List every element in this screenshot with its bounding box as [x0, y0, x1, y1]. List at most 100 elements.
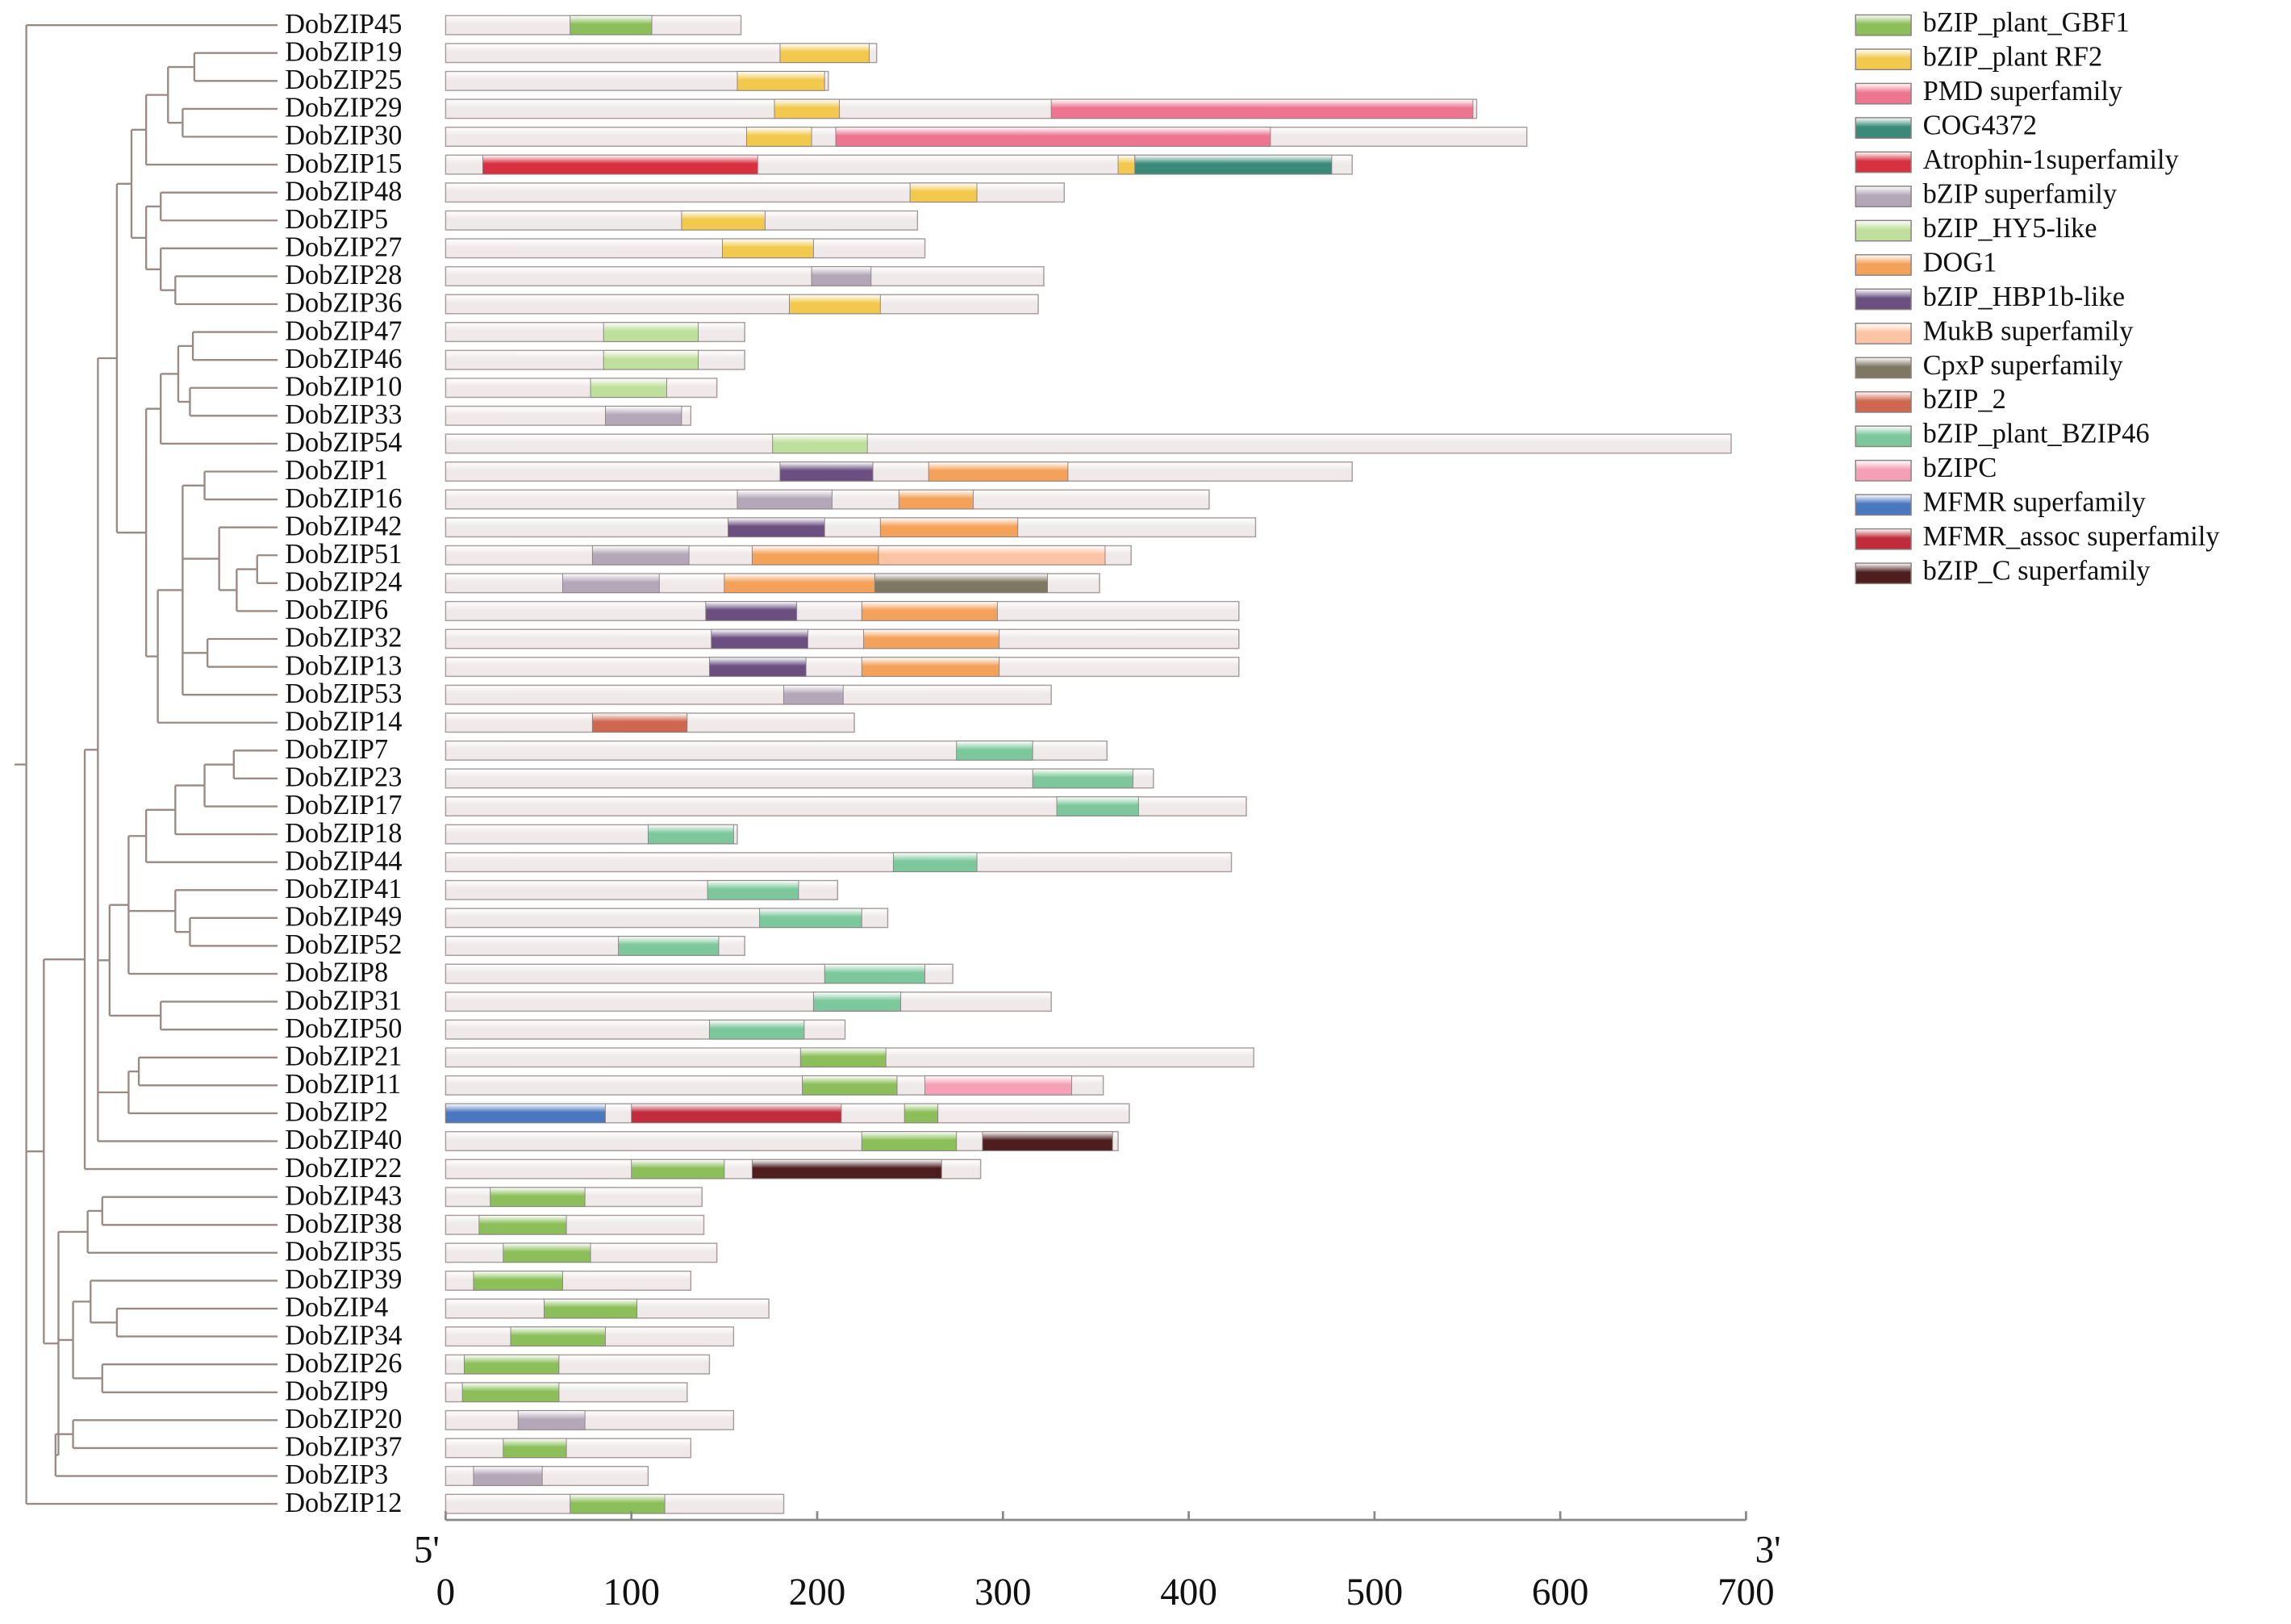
- legend-label: bZIP_plant_BZIP46: [1923, 419, 2150, 449]
- domain: [603, 349, 699, 370]
- gene-label: DobZIP37: [285, 1432, 402, 1463]
- gene-label: DobZIP52: [285, 929, 402, 960]
- legend-label: bZIP_2: [1923, 384, 2006, 415]
- legend-swatch: [1855, 425, 1912, 448]
- domain: [924, 1075, 1072, 1096]
- domain: [802, 1075, 898, 1096]
- gene-label: DobZIP3: [285, 1459, 388, 1490]
- domain: [478, 1215, 567, 1235]
- gene-label: DobZIP49: [285, 902, 402, 933]
- gene-label: DobZIP14: [285, 706, 402, 737]
- gene-label: DobZIP53: [285, 678, 402, 709]
- domain: [835, 127, 1271, 147]
- protein-bar: [444, 70, 829, 91]
- domain: [591, 712, 688, 733]
- legend-label: bZIP_C superfamily: [1923, 556, 2151, 587]
- domain: [707, 880, 799, 900]
- x-tick-label: 500: [1346, 1572, 1404, 1614]
- domain: [909, 182, 978, 202]
- protein-bar: [444, 461, 1353, 482]
- protein-bar: [444, 600, 1240, 621]
- protein-bar: [444, 1409, 735, 1430]
- legend-label: bZIP_plant_GBF1: [1923, 7, 2130, 38]
- protein-bar: [444, 294, 1039, 315]
- protein-bar: [444, 768, 1154, 789]
- gene-label: DobZIP35: [285, 1237, 402, 1267]
- domain: [861, 657, 1000, 677]
- domain: [759, 908, 862, 929]
- protein-bar: [444, 852, 1233, 873]
- legend-swatch: [1855, 219, 1912, 242]
- x-tick-label: 600: [1532, 1572, 1589, 1614]
- domain: [751, 1159, 942, 1179]
- domain: [774, 98, 841, 119]
- legend-swatch: [1855, 459, 1912, 482]
- protein-bar: [444, 740, 1108, 761]
- gene-label: DobZIP20: [285, 1404, 402, 1434]
- gene-label: DobZIP26: [285, 1348, 402, 1379]
- gene-label: DobZIP31: [285, 985, 402, 1016]
- protein-bar: [444, 322, 745, 343]
- gene-label: DobZIP47: [285, 315, 402, 346]
- x-tick-label: 200: [789, 1572, 846, 1614]
- domain: [879, 517, 1019, 537]
- gene-label: DobZIP13: [285, 650, 402, 681]
- gene-label: DobZIP50: [285, 1013, 402, 1044]
- gene-label: DobZIP54: [285, 428, 402, 458]
- gene-label: DobZIP7: [285, 734, 388, 765]
- gene-label: DobZIP4: [285, 1292, 388, 1323]
- legend-swatch: [1855, 117, 1912, 139]
- domain: [874, 573, 1048, 594]
- domain: [711, 628, 808, 649]
- domain: [788, 294, 881, 315]
- domain: [461, 1382, 560, 1403]
- gene-label: DobZIP51: [285, 539, 402, 570]
- protein-bar: [444, 349, 745, 370]
- gene-label: DobZIP11: [285, 1069, 401, 1100]
- gene-label: DobZIP23: [285, 762, 402, 793]
- x-tick-label: 100: [603, 1572, 660, 1614]
- domain: [1134, 154, 1333, 175]
- gene-label: DobZIP42: [285, 511, 402, 541]
- gene-label: DobZIP24: [285, 567, 402, 598]
- domain-panel: DobZIP45DobZIP19DobZIP25DobZIP29DobZIP30…: [285, 9, 1732, 1518]
- domain: [444, 1103, 606, 1124]
- domain: [605, 406, 682, 426]
- legend-label: bZIP_HY5-like: [1923, 213, 2097, 244]
- protein-bar: [444, 684, 1052, 705]
- phylogenetic-tree: [15, 23, 278, 1505]
- domain: [510, 1326, 606, 1346]
- domain: [956, 741, 1033, 761]
- domain: [928, 461, 1069, 482]
- domain: [982, 1131, 1113, 1151]
- gene-label: DobZIP6: [285, 595, 388, 625]
- gene-label: DobZIP22: [285, 1153, 402, 1184]
- domain: [892, 852, 978, 872]
- domain: [724, 573, 875, 594]
- gene-label: DobZIP21: [285, 1041, 402, 1071]
- legend-swatch: [1855, 562, 1912, 585]
- domain: [772, 433, 868, 454]
- protein-bar: [444, 1438, 692, 1459]
- domain: [570, 1493, 666, 1514]
- legend-label: MFMR_assoc superfamily: [1923, 521, 2221, 552]
- gene-label: DobZIP25: [285, 65, 402, 95]
- legend-label: bZIP_HBP1b-like: [1923, 282, 2125, 312]
- protein-bar: [444, 238, 926, 259]
- legend-label: MFMR superfamily: [1923, 487, 2147, 518]
- gene-label: DobZIP10: [285, 371, 402, 402]
- gene-label: DobZIP15: [285, 148, 402, 179]
- domain: [1032, 768, 1133, 789]
- legend-label: bZIPC: [1923, 453, 1997, 483]
- gene-label: DobZIP2: [285, 1097, 388, 1128]
- domain: [681, 211, 766, 231]
- gene-label: DobZIP30: [285, 120, 402, 151]
- domain: [722, 238, 814, 259]
- legend-swatch: [1855, 82, 1912, 105]
- gene-label: DobZIP16: [285, 483, 402, 514]
- legend-label: DOG1: [1923, 247, 1997, 278]
- domain: [903, 1103, 939, 1124]
- three-prime-label: 3': [1755, 1530, 1781, 1572]
- protein-bar: [444, 433, 1732, 454]
